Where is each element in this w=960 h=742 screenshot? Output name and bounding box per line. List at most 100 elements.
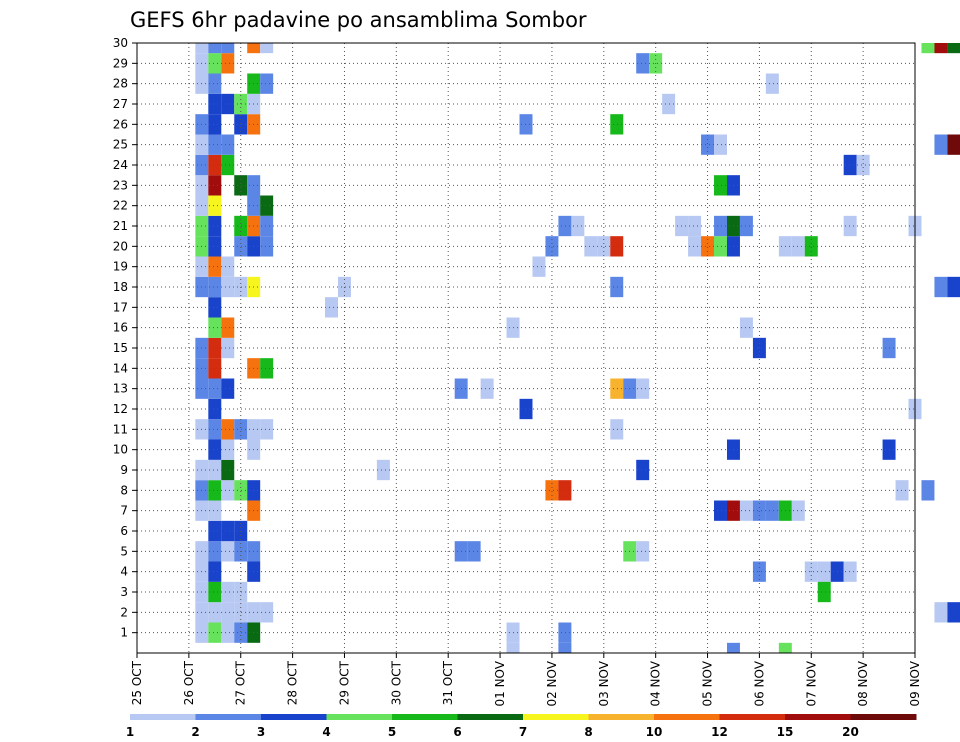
heatmap-cell [208,378,222,399]
colorbar: 1 2 3 4 5 6 7 8 10 12 15 20 [126,714,917,739]
heatmap-cell [208,215,222,237]
heatmap-cell [260,236,274,257]
heatmap-cell [260,602,274,623]
heatmap-cell [597,236,611,257]
y-tick-label: 13 [113,382,128,396]
y-tick-label: 15 [113,341,128,355]
colorbar-swatch [588,714,655,720]
heatmap-cell [208,93,222,115]
heatmap-cell [221,134,235,155]
colorbar-label: 3 [257,725,265,739]
heatmap-cell [234,175,248,196]
x-axis: 25 OCT 26 OCT 27 OCT 28 OCT 29 OCT 30 OCT 31 O… [130,653,922,707]
heatmap-cell [558,622,572,643]
colorbar-label: 6 [453,725,461,739]
heatmap-cell [714,134,727,155]
heatmap-cell [260,215,274,237]
y-tick-label: 29 [113,56,128,70]
y-tick-label: 21 [113,219,128,233]
heatmap-cell [208,236,222,257]
x-tick-label: 28 OCT [286,660,300,705]
heatmap-cell [817,581,831,603]
heatmap-cell [506,642,520,653]
heatmap-cell [221,439,235,460]
y-tick-label: 6 [120,524,128,538]
heatmap-cell [221,93,235,115]
x-tick-label: 01 NOV [493,660,507,706]
y-tick-label: 27 [113,97,128,111]
heatmap-cell [221,622,235,643]
heatmap-cell [221,378,235,399]
heatmap-cell [739,215,753,237]
heatmap-cell [714,175,727,196]
heatmap-cell [791,236,805,257]
heatmap-cell [234,622,248,643]
colorbar-label: 5 [388,725,396,739]
colorbar-swatch [523,714,589,720]
y-tick-label: 28 [113,77,128,91]
heatmap-cell [234,114,248,135]
heatmap-cell [688,236,702,257]
heatmap-cell [208,276,222,298]
heatmap-cell [752,500,766,521]
colorbar-swatch [261,714,327,720]
heatmap-cell [519,398,533,420]
heatmap-cell [376,459,390,481]
colorbar-swatch [719,714,786,720]
heatmap-cell [934,134,948,155]
heatmap-cell [208,358,222,379]
heatmap-cell [208,43,222,54]
heatmap-cell [934,602,948,623]
y-tick-label: 11 [113,422,128,436]
colorbar-label: 8 [584,725,592,739]
heatmap-cell [208,195,222,216]
heatmap-cell [208,419,222,440]
heatmap-cell [726,642,740,653]
heatmap-cell [714,500,727,521]
heatmap-cell [636,378,650,399]
y-tick-label: 12 [113,402,128,416]
y-tick-label: 14 [113,361,128,375]
y-tick-label: 20 [113,239,128,253]
heatmap-cell [208,73,222,94]
heatmap-cell [221,459,235,481]
heatmap-cell [221,541,235,562]
heatmap-cell [260,419,274,440]
heatmap-cell [921,43,935,54]
heatmap-cell [221,602,235,623]
heatmap-cell [208,459,222,481]
y-tick-label: 22 [113,199,128,213]
colorbar-swatch [195,714,262,720]
heatmap-cell [558,215,572,237]
y-tick-label: 19 [113,260,128,274]
heatmap-cell [765,73,779,94]
heatmap-cell [558,642,572,653]
heatmap-cell [636,53,650,74]
heatmap-cell [221,419,235,440]
heatmap-cell [584,236,598,257]
x-tick-label: 02 NOV [545,660,559,706]
y-tick-label: 26 [113,117,128,131]
heatmap-cell [688,215,702,237]
heatmap-cell [765,500,779,521]
heatmap-cell [856,154,870,176]
x-tick-label: 27 OCT [234,660,248,705]
heatmap-cell [843,561,857,582]
heatmap-cell [610,236,624,257]
heatmap-cell [221,581,235,603]
heatmap-cell [947,134,960,155]
heatmap-cell [714,215,727,237]
colorbar-label: 10 [646,725,663,739]
heatmap-cell [947,602,960,623]
heatmap-cell [934,276,948,298]
heatmap-cell [843,154,857,176]
heatmap-cell [558,480,572,501]
heatmap-cell [208,581,222,603]
heatmap-cell [701,236,715,257]
heatmap-cell [739,500,753,521]
x-tick-label: 09 NOV [908,660,922,706]
colorbar-label: 2 [191,725,199,739]
y-tick-label: 23 [113,178,128,192]
heatmap-cell [208,541,222,562]
y-tick-label: 25 [113,138,128,152]
